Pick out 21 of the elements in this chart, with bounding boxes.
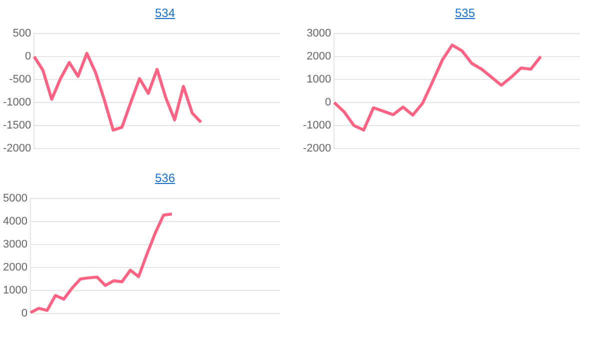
chart-title: 534	[154, 6, 176, 20]
y-tick-label: 1000	[2, 284, 28, 296]
chart-title: 536	[154, 171, 176, 185]
y-tick-label: 0	[21, 307, 28, 320]
y-tick-label: -1000	[302, 119, 332, 132]
y-tick-label: 3000	[2, 238, 28, 251]
y-tick-label: -2000	[2, 142, 32, 154]
y-tick-label: -2000	[302, 142, 332, 154]
y-tick-label: -1500	[2, 119, 32, 132]
y-tick-label: 0	[325, 96, 332, 109]
y-tick-label: 4000	[2, 216, 28, 228]
chart-title: 535	[454, 6, 476, 20]
y-tick-label: 0	[25, 50, 32, 63]
y-tick-label: 2000	[306, 50, 332, 63]
y-tick-label: 1000	[306, 74, 332, 86]
y-tick-label: 2000	[2, 262, 28, 274]
y-tick-label: -1000	[2, 96, 32, 109]
y-tick-label: -500	[9, 74, 32, 86]
y-tick-label: 5000	[2, 192, 28, 205]
y-tick-label: 500	[12, 28, 32, 40]
y-tick-label: 3000	[306, 28, 332, 40]
